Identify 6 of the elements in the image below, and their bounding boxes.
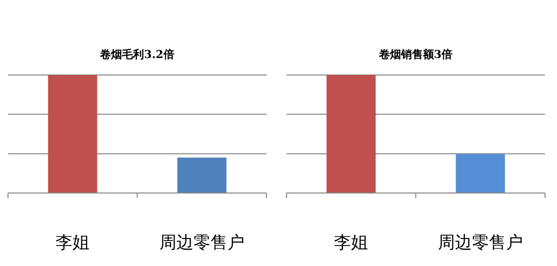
- chart-title: 卷烟毛利3.2倍: [99, 48, 174, 61]
- x-tick-label: 李姐: [334, 233, 368, 253]
- x-tick-label: 周边零售户: [438, 233, 523, 253]
- chart-title: 卷烟销售额3倍: [378, 48, 453, 61]
- x-tick-label: 周边零售户: [159, 233, 244, 253]
- x-tick-label: 李姐: [56, 233, 90, 253]
